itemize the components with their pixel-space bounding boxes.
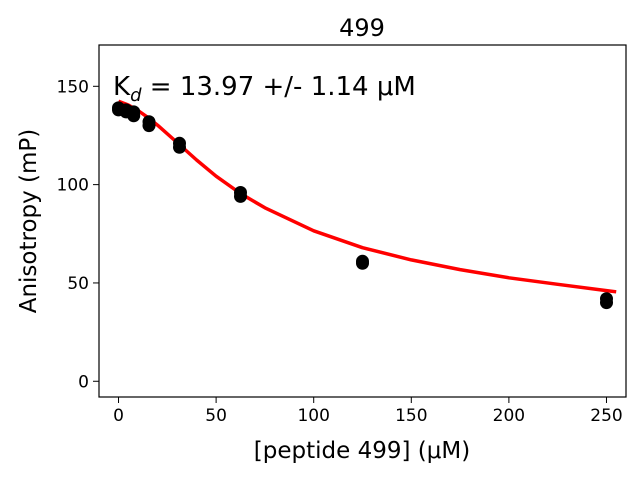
kd-prefix: K xyxy=(113,72,131,102)
data-point xyxy=(600,292,613,306)
y-tick-label: 100 xyxy=(57,176,89,196)
x-tick-label: 150 xyxy=(395,406,427,426)
ticks-layer: 0 50 100 150 200 250 0 50 100 150 xyxy=(57,77,623,426)
data-point xyxy=(127,105,141,119)
y-tick-label: 150 xyxy=(57,77,89,97)
x-tick-label: 250 xyxy=(590,406,622,426)
data-point xyxy=(356,254,369,268)
kd-subscript: d xyxy=(130,85,142,106)
x-axis-label: [peptide 499] (μM) xyxy=(254,438,470,464)
plot-layer xyxy=(112,99,617,310)
data-point xyxy=(142,115,156,129)
y-tick-label: 0 xyxy=(78,372,89,392)
x-tick-label: 100 xyxy=(297,406,329,426)
kd-value: = 13.97 +/- 1.14 μM xyxy=(142,72,416,102)
x-tick-label: 0 xyxy=(113,406,124,426)
x-tick-label: 200 xyxy=(493,406,525,426)
x-tick-label: 50 xyxy=(205,406,227,426)
kd-annotation: Kd = 13.97 +/- 1.14 μM xyxy=(113,72,416,106)
data-point xyxy=(173,136,186,150)
y-tick-label: 50 xyxy=(67,274,89,294)
data-point xyxy=(234,186,247,199)
y-axis-label: Anisotropy (mP) xyxy=(16,129,42,314)
plot-frame xyxy=(98,44,627,398)
chart-title: 499 xyxy=(339,14,385,42)
